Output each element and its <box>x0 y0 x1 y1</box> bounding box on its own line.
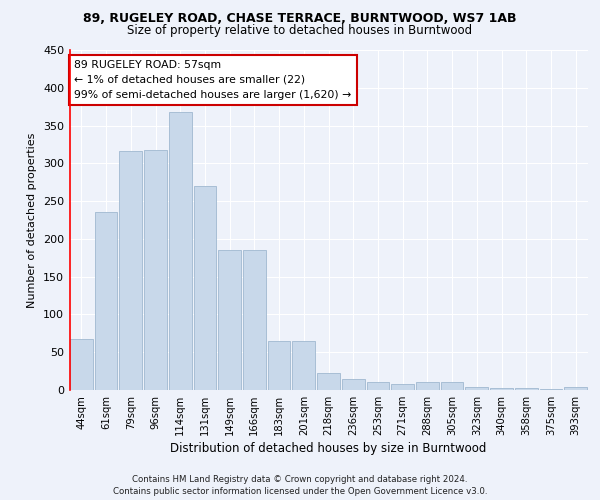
Bar <box>490 388 513 390</box>
Bar <box>144 150 167 390</box>
Bar <box>515 388 538 390</box>
Bar <box>466 387 488 390</box>
Bar <box>539 389 562 390</box>
Bar <box>218 250 241 390</box>
Bar <box>268 341 290 390</box>
Bar <box>292 341 315 390</box>
Bar <box>194 186 216 390</box>
Bar <box>317 374 340 390</box>
Bar <box>95 212 118 390</box>
Text: 89, RUGELEY ROAD, CHASE TERRACE, BURNTWOOD, WS7 1AB: 89, RUGELEY ROAD, CHASE TERRACE, BURNTWO… <box>83 12 517 26</box>
Text: Contains HM Land Registry data © Crown copyright and database right 2024.
Contai: Contains HM Land Registry data © Crown c… <box>113 474 487 496</box>
Bar <box>564 387 587 390</box>
Bar <box>243 250 266 390</box>
Bar <box>342 378 365 390</box>
Bar <box>70 340 93 390</box>
Text: Size of property relative to detached houses in Burntwood: Size of property relative to detached ho… <box>127 24 473 37</box>
Bar <box>441 382 463 390</box>
Bar <box>416 382 439 390</box>
X-axis label: Distribution of detached houses by size in Burntwood: Distribution of detached houses by size … <box>170 442 487 455</box>
Y-axis label: Number of detached properties: Number of detached properties <box>28 132 37 308</box>
Bar <box>119 151 142 390</box>
Bar <box>391 384 414 390</box>
Bar <box>169 112 191 390</box>
Bar <box>367 382 389 390</box>
Text: 89 RUGELEY ROAD: 57sqm
← 1% of detached houses are smaller (22)
99% of semi-deta: 89 RUGELEY ROAD: 57sqm ← 1% of detached … <box>74 60 352 100</box>
